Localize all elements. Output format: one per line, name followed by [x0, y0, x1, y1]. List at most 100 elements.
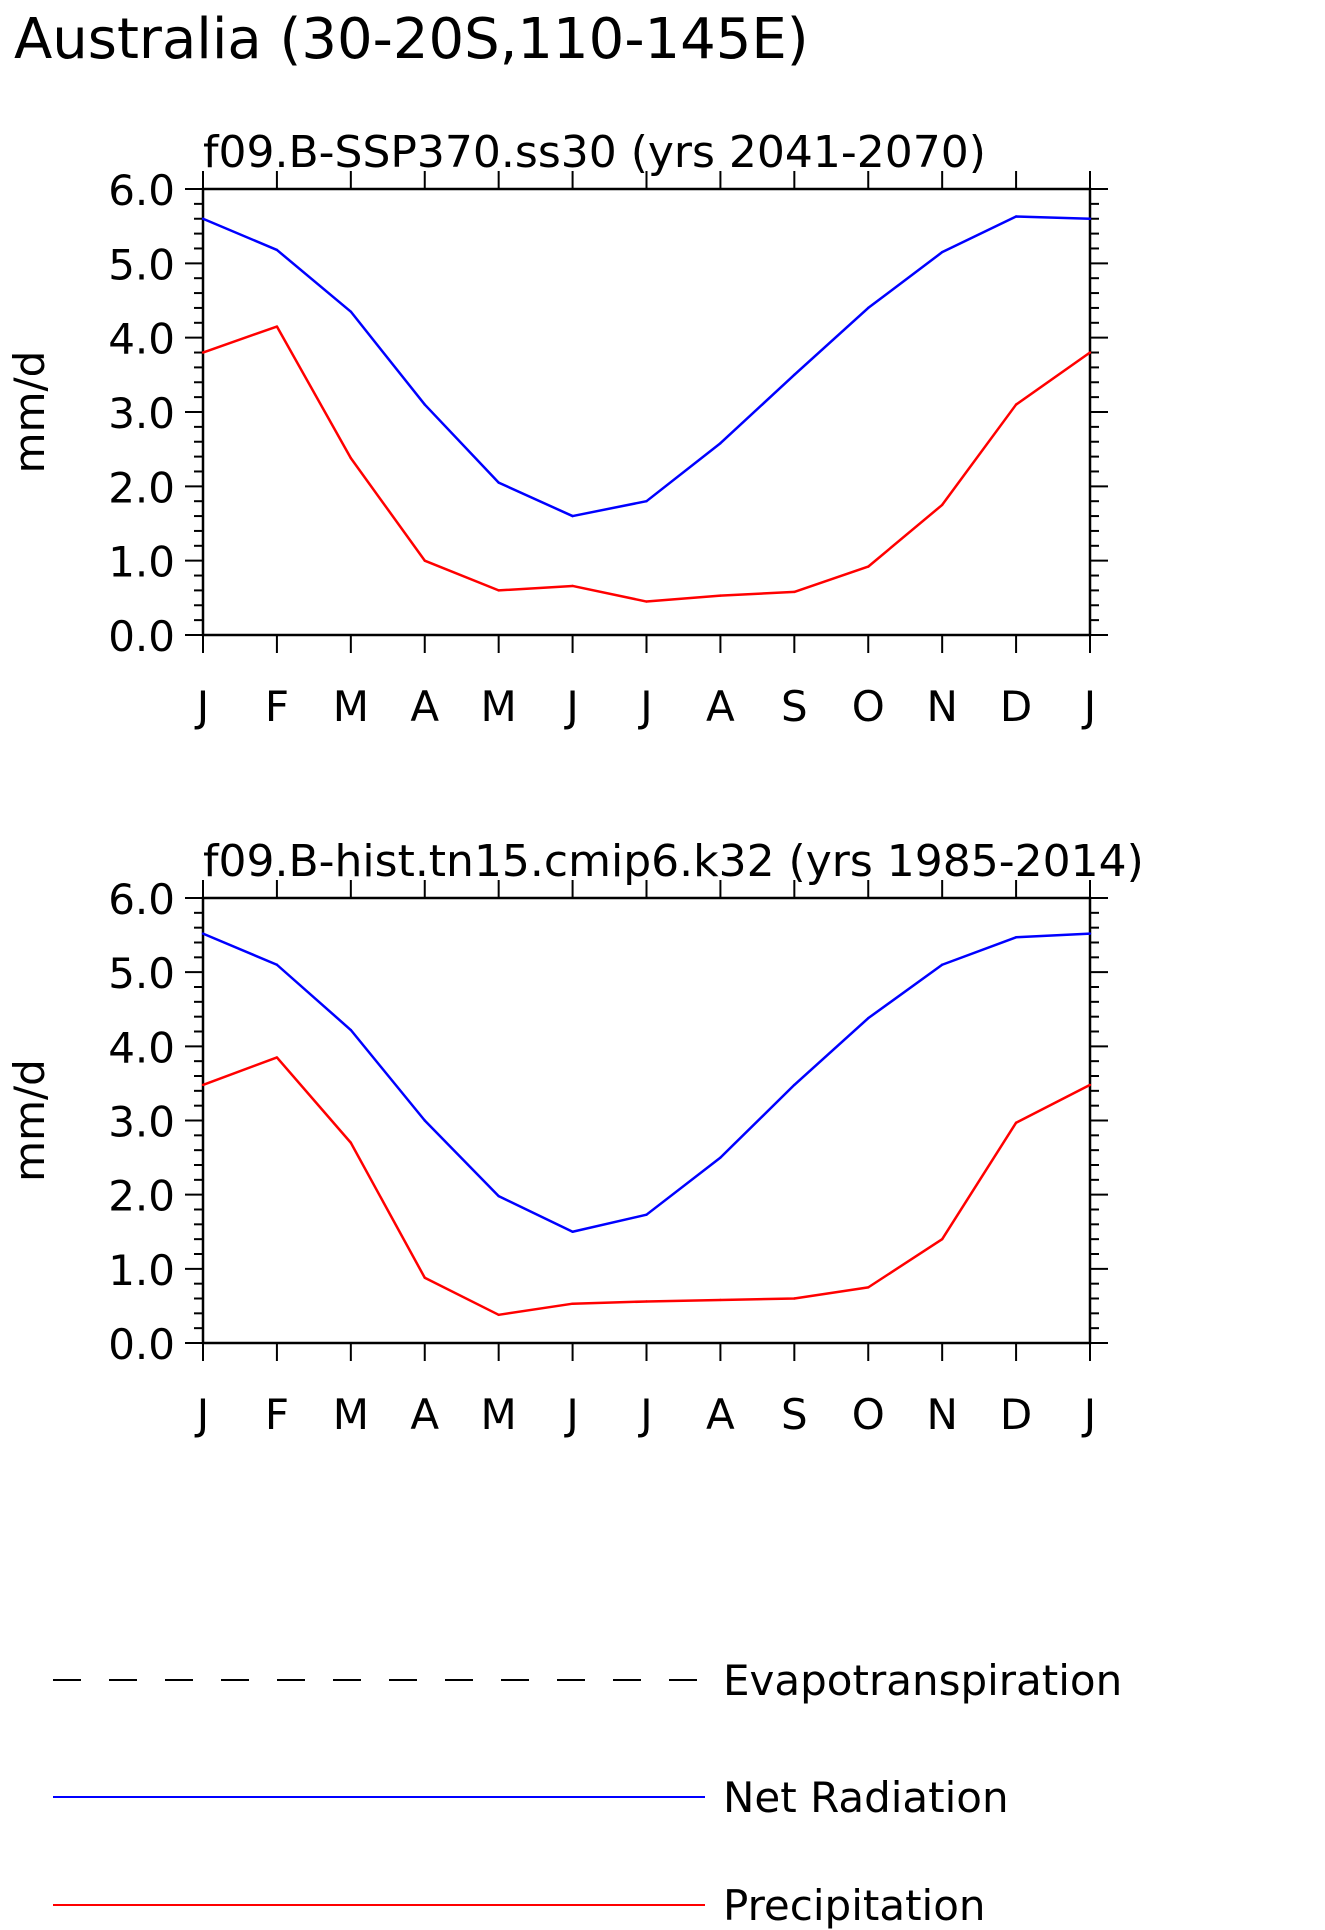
- x-tick-label: J: [563, 682, 578, 731]
- data-point-precipitation: [1014, 403, 1018, 406]
- data-point-net-radiation: [1088, 932, 1092, 935]
- chart-panel-ssp370: f09.B-SSP370.ss30 (yrs 2041-2070) 0.0 1.0 2…: [5, 127, 1108, 731]
- y-tick-label: 0.0: [108, 612, 175, 661]
- y-tick-label: 4.0: [108, 1023, 175, 1072]
- data-point-precipitation: [940, 1237, 944, 1241]
- x-tick-label: N: [926, 682, 957, 731]
- x-tick-label: J: [637, 1390, 652, 1439]
- data-point-precipitation: [201, 1083, 205, 1087]
- data-point-precipitation: [645, 600, 648, 603]
- x-tick-label: O: [852, 1390, 885, 1439]
- data-point-precipitation: [793, 590, 796, 594]
- data-point-precipitation: [349, 456, 353, 460]
- legend-label-net-radiation: Net Radiation: [723, 1773, 1009, 1822]
- y-tick-label: 2.0: [108, 463, 175, 512]
- figure-title: Australia (30-20S,110-145E): [14, 7, 809, 72]
- data-point-precipitation: [867, 565, 870, 568]
- data-point-net-radiation: [1088, 217, 1092, 220]
- x-tick-label: S: [781, 682, 808, 731]
- x-tick-label: J: [1081, 682, 1096, 731]
- data-point-precipitation: [867, 1286, 870, 1289]
- x-tick-label: O: [852, 682, 885, 731]
- y-tick-label: 3.0: [108, 1098, 175, 1147]
- series-line-net-radiation: [202, 932, 1091, 1233]
- data-point-net-radiation: [423, 1119, 426, 1122]
- data-point-precipitation: [571, 584, 574, 588]
- data-point-precipitation: [645, 1300, 648, 1303]
- y-tick-label: 5.0: [108, 949, 175, 998]
- x-tick-label: S: [781, 1390, 808, 1439]
- chart-panel-historical: f09.B-hist.tn15.cmip6.k32 (yrs 1985-2014…: [5, 836, 1144, 1439]
- data-point-precipitation: [201, 351, 205, 354]
- x-tick-label: J: [1081, 1390, 1096, 1439]
- chart-title: f09.B-SSP370.ss30 (yrs 2041-2070): [203, 127, 986, 178]
- data-point-precipitation: [719, 594, 722, 597]
- x-tick-label: M: [333, 1390, 369, 1439]
- x-tick-label: F: [265, 682, 289, 731]
- data-point-net-radiation: [1014, 936, 1018, 939]
- data-point-precipitation: [423, 1276, 426, 1279]
- y-tick-label: 5.0: [108, 240, 175, 289]
- data-point-precipitation: [571, 1302, 574, 1305]
- legend-label-evapotranspiration: Evapotranspiration: [723, 1656, 1122, 1705]
- x-tick-label: D: [1000, 682, 1032, 731]
- x-tick-label: M: [481, 1390, 517, 1439]
- x-tick-label: J: [194, 682, 209, 731]
- data-point-precipitation: [497, 1313, 500, 1317]
- legend: Evapotranspiration Net Radiation Precipita…: [53, 1656, 1122, 1930]
- y-tick-label: 1.0: [108, 538, 175, 587]
- data-point-net-radiation: [719, 442, 722, 445]
- y-axis-label: mm/d: [5, 1059, 54, 1182]
- data-point-precipitation: [940, 503, 944, 507]
- series-line-precipitation: [202, 1056, 1091, 1317]
- data-point-net-radiation: [349, 310, 353, 313]
- data-point-net-radiation: [201, 217, 205, 220]
- data-point-net-radiation: [1014, 215, 1018, 218]
- data-point-net-radiation: [793, 1083, 796, 1087]
- y-tick-label: 2.0: [108, 1172, 175, 1221]
- data-point-precipitation: [1014, 1121, 1018, 1124]
- data-point-net-radiation: [275, 248, 279, 252]
- y-tick-label: 6.0: [108, 166, 175, 215]
- series-line-net-radiation: [202, 215, 1091, 518]
- x-tick-label: A: [706, 1390, 735, 1439]
- data-point-net-radiation: [793, 373, 796, 377]
- x-tick-label: N: [926, 1390, 957, 1439]
- data-point-net-radiation: [719, 1156, 722, 1159]
- data-point-precipitation: [497, 589, 500, 592]
- data-point-net-radiation: [349, 1028, 353, 1032]
- y-tick-label: 4.0: [108, 315, 175, 364]
- x-tick-label: J: [637, 682, 652, 731]
- data-point-net-radiation: [645, 1213, 648, 1216]
- data-point-net-radiation: [571, 514, 574, 518]
- x-tick-label: J: [194, 1390, 209, 1439]
- y-tick-label: 1.0: [108, 1246, 175, 1295]
- data-point-net-radiation: [423, 403, 426, 406]
- data-point-precipitation: [719, 1298, 722, 1302]
- data-point-net-radiation: [201, 932, 205, 935]
- data-point-precipitation: [275, 1056, 279, 1059]
- chart-title: f09.B-hist.tn15.cmip6.k32 (yrs 1985-2014…: [203, 836, 1144, 887]
- y-tick-label: 3.0: [108, 389, 175, 438]
- x-tick-label: A: [706, 682, 735, 731]
- y-tick-label: 6.0: [108, 875, 175, 924]
- data-point-net-radiation: [497, 481, 500, 484]
- x-tick-label: M: [333, 682, 369, 731]
- x-tick-label: M: [481, 682, 517, 731]
- data-point-net-radiation: [571, 1230, 574, 1233]
- data-point-precipitation: [275, 325, 279, 328]
- y-tick-label: 0.0: [108, 1320, 175, 1369]
- plot-frame: [201, 896, 1092, 1345]
- data-point-net-radiation: [645, 500, 648, 503]
- data-point-net-radiation: [867, 306, 870, 310]
- data-point-precipitation: [423, 559, 426, 562]
- plot-frame: [201, 187, 1092, 637]
- data-point-precipitation: [1088, 351, 1092, 354]
- x-tick-label: D: [1000, 1390, 1032, 1439]
- data-point-net-radiation: [867, 1016, 870, 1020]
- x-tick-label: A: [410, 1390, 439, 1439]
- data-point-precipitation: [349, 1141, 353, 1144]
- legend-label-precipitation: Precipitation: [723, 1881, 986, 1930]
- data-point-net-radiation: [940, 963, 944, 966]
